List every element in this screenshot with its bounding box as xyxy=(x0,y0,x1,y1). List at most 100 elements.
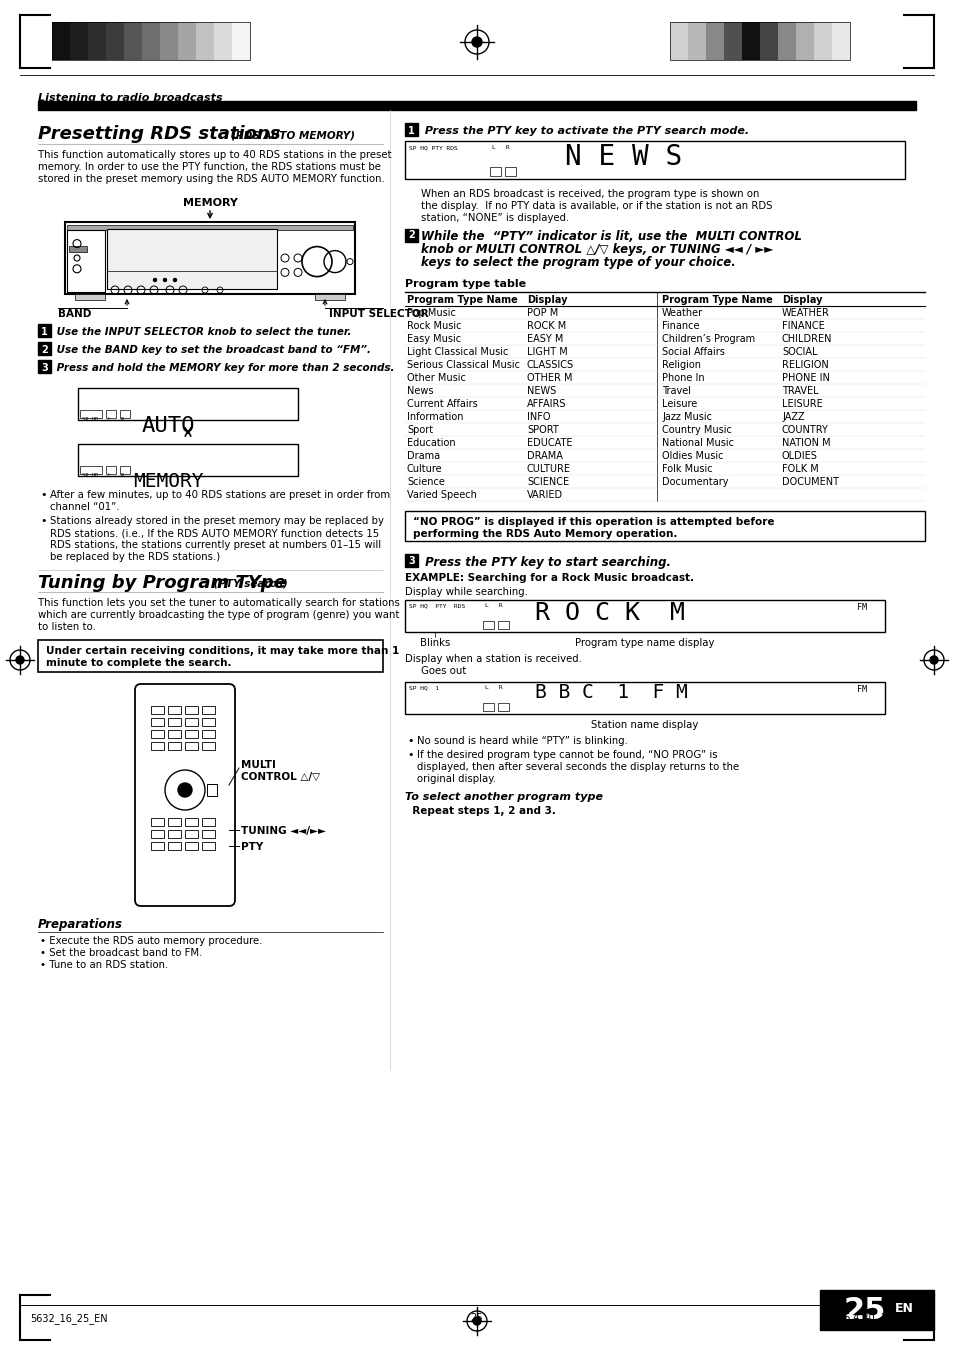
Text: Country Music: Country Music xyxy=(661,426,731,435)
Text: WEATHER: WEATHER xyxy=(781,308,829,317)
Bar xyxy=(741,22,760,59)
Text: While the  “PTY” indicator is lit, use the  MULTI CONTROL: While the “PTY” indicator is lit, use th… xyxy=(420,230,801,243)
Text: R: R xyxy=(121,417,124,422)
Text: Program type name display: Program type name display xyxy=(575,638,714,648)
Text: minute to complete the search.: minute to complete the search. xyxy=(46,658,232,667)
Text: Pop Music: Pop Music xyxy=(407,308,456,317)
Text: LEISURE: LEISURE xyxy=(781,399,821,409)
Text: JAZZ: JAZZ xyxy=(781,412,803,422)
Text: (RDS AUTO MEMORY): (RDS AUTO MEMORY) xyxy=(231,130,355,141)
Text: PHONE IN: PHONE IN xyxy=(781,373,829,382)
Text: SPORT: SPORT xyxy=(526,426,558,435)
Text: EASY M: EASY M xyxy=(526,334,563,345)
Text: CULTURE: CULTURE xyxy=(526,463,571,474)
Text: CLASSICS: CLASSICS xyxy=(526,359,574,370)
Bar xyxy=(67,230,105,292)
Text: Social Affairs: Social Affairs xyxy=(661,347,724,357)
Text: “NO PROG” is displayed if this operation is attempted before: “NO PROG” is displayed if this operation… xyxy=(413,517,774,527)
Bar xyxy=(106,22,124,59)
Text: Under certain receiving conditions, it may take more than 1: Under certain receiving conditions, it m… xyxy=(46,646,399,657)
Text: be replaced by the RDS stations.): be replaced by the RDS stations.) xyxy=(50,553,220,562)
Bar xyxy=(202,717,214,725)
Text: If the desired program type cannot be found, “NO PROG” is: If the desired program type cannot be fo… xyxy=(416,750,717,761)
Text: MULTI
CONTROL △/▽: MULTI CONTROL △/▽ xyxy=(241,761,320,782)
Text: ROCK M: ROCK M xyxy=(526,322,566,331)
Text: No sound is heard while “PTY” is blinking.: No sound is heard while “PTY” is blinkin… xyxy=(416,736,627,746)
Bar xyxy=(669,22,849,59)
Bar xyxy=(482,703,494,711)
Text: MEMORY: MEMORY xyxy=(132,471,203,490)
Text: R: R xyxy=(505,145,509,150)
Text: R: R xyxy=(498,685,502,690)
Bar xyxy=(202,707,214,713)
Bar xyxy=(185,830,198,838)
Bar xyxy=(151,717,164,725)
Text: 1: 1 xyxy=(408,126,415,136)
Bar xyxy=(168,742,181,750)
Bar xyxy=(124,22,142,59)
Bar xyxy=(405,682,884,713)
Text: PTY: PTY xyxy=(241,842,263,852)
Bar xyxy=(168,842,181,850)
Bar xyxy=(67,226,353,230)
Circle shape xyxy=(178,784,192,797)
Text: memory. In order to use the PTY function, the RDS stations must be: memory. In order to use the PTY function… xyxy=(38,162,380,172)
Text: Leisure: Leisure xyxy=(661,399,697,409)
Bar xyxy=(813,22,831,59)
Bar xyxy=(142,22,160,59)
Bar xyxy=(70,22,88,59)
Bar xyxy=(151,817,164,825)
Text: Press and hold the MEMORY key for more than 2 seconds.: Press and hold the MEMORY key for more t… xyxy=(53,363,395,373)
Text: INPUT SELECTOR: INPUT SELECTOR xyxy=(329,309,428,319)
Bar xyxy=(160,22,178,59)
Circle shape xyxy=(16,657,24,663)
Bar xyxy=(232,22,250,59)
Text: To select another program type: To select another program type xyxy=(405,792,602,802)
Text: Repeat steps 1, 2 and 3.: Repeat steps 1, 2 and 3. xyxy=(405,807,556,816)
Text: 06.4.20, 2:00 PM: 06.4.20, 2:00 PM xyxy=(837,1313,919,1323)
Text: 3: 3 xyxy=(41,363,48,373)
Bar xyxy=(69,246,87,253)
Bar xyxy=(38,324,51,336)
Bar xyxy=(120,466,130,474)
Text: OTHER M: OTHER M xyxy=(526,373,572,382)
Bar xyxy=(168,730,181,738)
Text: DOCUMENT: DOCUMENT xyxy=(781,477,838,486)
Text: NATION M: NATION M xyxy=(781,438,830,449)
Bar xyxy=(202,842,214,850)
Text: original display.: original display. xyxy=(416,774,496,784)
Text: FM: FM xyxy=(856,685,866,694)
Bar xyxy=(669,22,687,59)
Text: 25: 25 xyxy=(843,1296,885,1325)
Bar xyxy=(106,466,116,474)
Bar xyxy=(831,22,849,59)
Bar xyxy=(168,717,181,725)
Text: MEMORY: MEMORY xyxy=(182,199,237,208)
Bar xyxy=(65,222,355,295)
Text: station, “NONE” is displayed.: station, “NONE” is displayed. xyxy=(420,213,569,223)
Text: SP HQ  PTY  RDS: SP HQ PTY RDS xyxy=(409,603,465,608)
Text: Program Type Name: Program Type Name xyxy=(407,295,517,305)
Text: EN: EN xyxy=(894,1302,913,1315)
Bar xyxy=(168,707,181,713)
Text: TUNING ◄◄/►►: TUNING ◄◄/►► xyxy=(241,825,326,836)
Text: (PTY search): (PTY search) xyxy=(210,578,288,588)
Bar xyxy=(38,359,51,373)
Text: Display: Display xyxy=(526,295,567,305)
Text: Children’s Program: Children’s Program xyxy=(661,334,755,345)
Text: Religion: Religion xyxy=(661,359,700,370)
Bar xyxy=(38,101,915,109)
Circle shape xyxy=(473,1317,480,1325)
Bar xyxy=(80,409,102,417)
Text: Display while searching.: Display while searching. xyxy=(405,586,527,597)
Text: • Execute the RDS auto memory procedure.: • Execute the RDS auto memory procedure. xyxy=(40,936,262,946)
Text: 25: 25 xyxy=(470,1313,483,1323)
Text: Documentary: Documentary xyxy=(661,477,728,486)
Text: Use the INPUT SELECTOR knob to select the tuner.: Use the INPUT SELECTOR knob to select th… xyxy=(53,327,351,336)
Text: Display when a station is received.: Display when a station is received. xyxy=(405,654,581,663)
Bar xyxy=(490,168,500,176)
Text: SCIENCE: SCIENCE xyxy=(526,477,569,486)
Text: knob or MULTI CONTROL △/▽ keys, or TUNING ◄◄ / ►►: knob or MULTI CONTROL △/▽ keys, or TUNIN… xyxy=(420,243,773,255)
Text: SP HD: SP HD xyxy=(82,473,98,478)
Bar xyxy=(482,621,494,630)
